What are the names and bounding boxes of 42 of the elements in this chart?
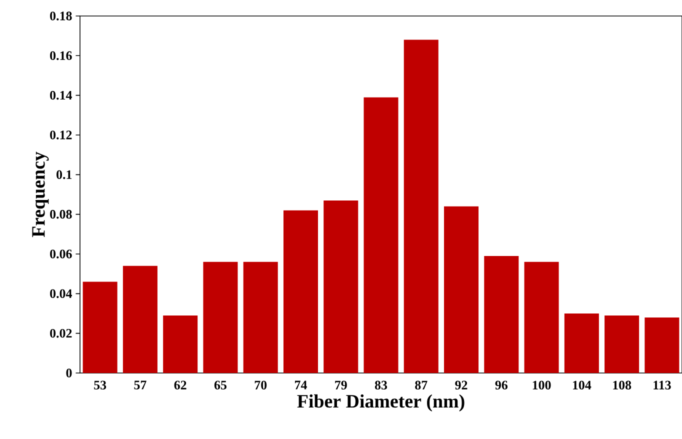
x-tick-label: 70 xyxy=(254,380,267,390)
y-tick-label: 0.04 xyxy=(50,289,72,298)
y-tick-label: 0.16 xyxy=(50,51,72,60)
bar xyxy=(203,262,238,373)
y-tick-label: 0.14 xyxy=(50,90,72,100)
bar xyxy=(604,315,640,373)
bar xyxy=(364,97,398,373)
x-tick-label: 100 xyxy=(532,380,551,390)
bar xyxy=(283,210,318,373)
x-tick-label: 104 xyxy=(572,380,592,390)
x-tick-label: 65 xyxy=(214,380,226,390)
x-tick-label: 96 xyxy=(495,380,508,390)
bar xyxy=(484,256,519,373)
bar xyxy=(324,200,358,373)
x-tick-label: 113 xyxy=(654,380,671,390)
x-tick-label: 57 xyxy=(134,380,146,390)
y-tick-label: 0.02 xyxy=(50,328,72,338)
y-tick-label: 0.12 xyxy=(50,130,72,140)
x-tick-label: 53 xyxy=(94,380,106,390)
y-tick-label: 0.08 xyxy=(50,210,72,219)
x-tick-label: 108 xyxy=(613,380,632,390)
y-tick-label: 0.18 xyxy=(50,12,72,20)
y-tick-label: 0 xyxy=(66,368,72,378)
bar xyxy=(163,315,198,373)
x-tick-label: 92 xyxy=(455,380,468,390)
bar xyxy=(524,262,559,373)
bar xyxy=(404,40,438,373)
y-axis-title: Frequency xyxy=(32,152,49,238)
x-tick-label: 74 xyxy=(294,380,307,390)
bar xyxy=(444,206,479,373)
x-tick-label: 83 xyxy=(374,380,388,390)
bar xyxy=(564,314,599,373)
x-tick-label: 79 xyxy=(335,380,347,390)
x-tick-label: 87 xyxy=(415,380,428,390)
bar xyxy=(644,317,680,373)
bar xyxy=(82,282,118,373)
bar xyxy=(122,266,158,373)
bar xyxy=(243,262,278,373)
x-tick-label: 62 xyxy=(174,380,186,390)
y-tick-label: 0.06 xyxy=(50,250,72,258)
y-tick-label: 0.1 xyxy=(56,170,72,180)
x-axis-title: Fiber Diameter (nm) xyxy=(297,394,464,412)
